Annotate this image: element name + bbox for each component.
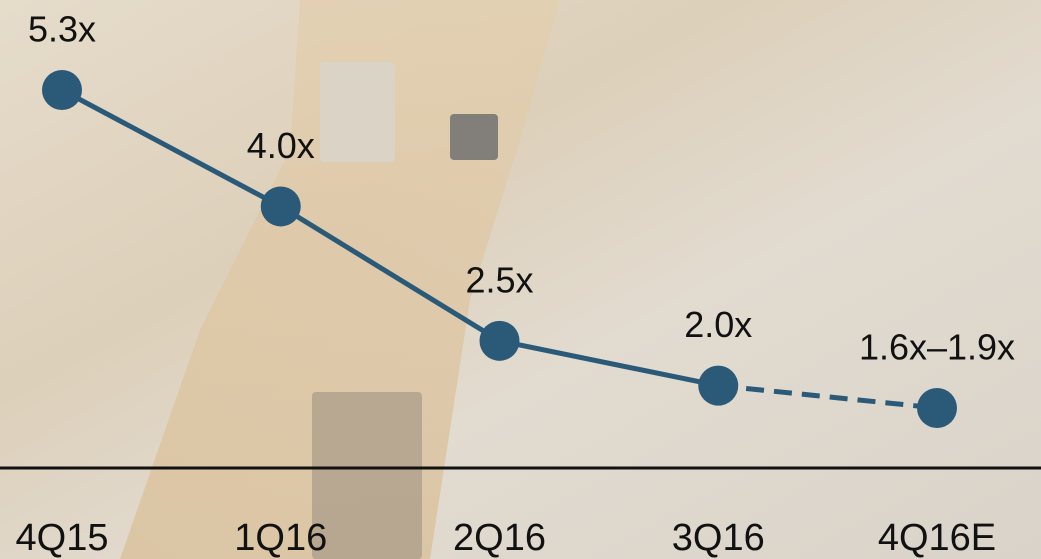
- page: 4Q15 1Q16 2Q16 3Q16 4Q16E 5.3x 4.0x 2.5x 2.0x 1.6…: [0, 0, 1041, 559]
- x-tick-label: 3Q16: [672, 517, 765, 559]
- point: [42, 70, 82, 110]
- value-label: 1.6x–1.9x: [859, 327, 1015, 368]
- value-label: 2.0x: [684, 304, 752, 345]
- x-tick-label: 4Q15: [16, 517, 109, 559]
- value-label: 2.5x: [465, 259, 533, 300]
- value-label: 5.3x: [28, 9, 96, 50]
- truck: [450, 114, 498, 160]
- chart: 4Q15 1Q16 2Q16 3Q16 4Q16E 5.3x 4.0x 2.5x 2.0x 1.6…: [0, 0, 1041, 559]
- value-label: 4.0x: [247, 125, 315, 166]
- point: [261, 186, 301, 226]
- x-tick-label: 1Q16: [234, 517, 327, 559]
- x-tick-label: 4Q16E: [878, 517, 996, 559]
- point: [917, 388, 957, 428]
- x-tick-label: 2Q16: [453, 517, 546, 559]
- point: [480, 321, 520, 361]
- truck: [312, 392, 422, 559]
- truck: [320, 62, 395, 162]
- point: [698, 366, 738, 406]
